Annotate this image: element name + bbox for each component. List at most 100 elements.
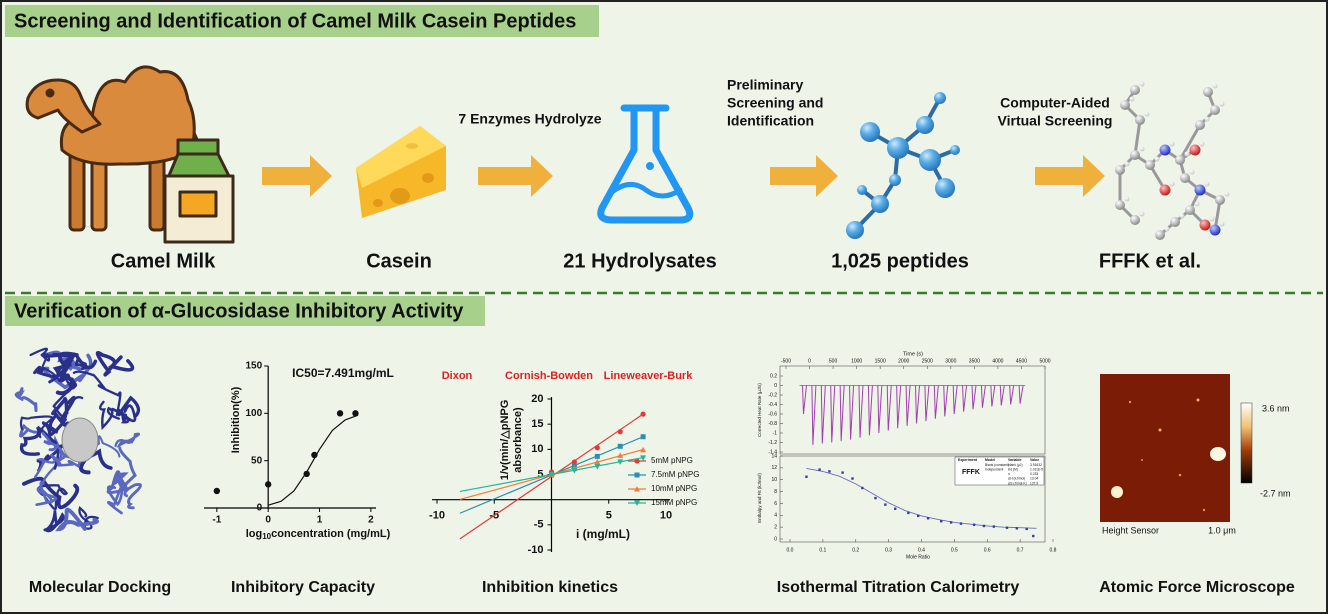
x-axis-label-part: log: [246, 528, 263, 540]
y-axis-label: Inhibition(%): [230, 386, 242, 453]
data-point: [571, 459, 578, 465]
x-tick-label: 1000: [851, 358, 862, 364]
x-tick-label: 0.8: [1050, 547, 1057, 553]
x-tick-label: 0.7: [1017, 547, 1024, 553]
x-tick-label: 3000: [945, 358, 956, 364]
ribbon: [41, 414, 67, 438]
x-tick-label: 0.3: [885, 547, 892, 553]
x-axis-label: Mole Ratio: [906, 554, 930, 560]
data-point: [594, 463, 601, 470]
y-tick-label: 0: [774, 383, 777, 389]
y-tick-label: -0.8: [768, 421, 777, 427]
y-tick-label: 6: [774, 501, 777, 507]
arrow-label: Identification: [727, 113, 814, 129]
data-point: [594, 453, 600, 459]
injection-peak: [830, 385, 836, 443]
data-point: [352, 410, 359, 417]
legend-label: 5mM pNPG: [651, 456, 693, 465]
atom: [1170, 217, 1180, 227]
data-point: [594, 458, 601, 465]
data-point: [851, 477, 854, 480]
data-point: [617, 452, 624, 458]
title-bar: [5, 296, 485, 326]
atom: [1189, 169, 1195, 175]
x-tick-label: -1: [212, 515, 221, 526]
data-point: [548, 472, 555, 478]
table-cell: Independent: [985, 467, 1003, 471]
data-point: [861, 486, 864, 490]
atom: [1145, 160, 1155, 170]
x-tick-label: -500: [781, 358, 791, 364]
x-tick-label: 4000: [992, 358, 1003, 364]
arrow-label: Screening and: [727, 95, 823, 111]
step-label: Casein: [366, 250, 432, 272]
table-cell: 137.9: [1030, 481, 1038, 485]
atom: [1199, 219, 1211, 231]
table-cell: blank (μJ): [1008, 463, 1023, 467]
atom: [1139, 211, 1145, 217]
step-label: FFFK et al.: [1099, 250, 1201, 272]
table-header: Value: [1030, 458, 1039, 462]
table-cell: Blank (constant): [985, 463, 1009, 467]
table-sample: FFFK: [962, 469, 980, 476]
ligand: [61, 417, 99, 463]
x-tick-label: 1500: [875, 358, 886, 364]
ribbon: [114, 432, 140, 449]
legend-label: 7.5mM pNPG: [651, 470, 699, 479]
injection-peak: [867, 385, 873, 436]
data-point: [1015, 527, 1019, 530]
atom: [1144, 111, 1150, 117]
molecule-icon: [846, 92, 960, 239]
annotation: IC50=7.491mg/mL: [292, 366, 394, 380]
table-cell: Kd (M): [1008, 467, 1018, 471]
atom: [1130, 150, 1140, 160]
panel-title: Atomic Force Microscope: [1099, 579, 1295, 596]
data-point: [940, 520, 943, 523]
fit-curve: [806, 468, 1037, 529]
injection-peak: [801, 385, 807, 415]
y-tick-label: -10: [528, 544, 544, 556]
data-point: [213, 487, 221, 495]
table-cell: 3.91632: [1030, 463, 1042, 467]
atom: [1155, 230, 1165, 240]
atom: [1139, 81, 1145, 87]
results-table: [954, 456, 1045, 486]
data-point: [982, 524, 986, 528]
y-axis-label: Enthalpy and Fit (kJ/mol): [757, 473, 762, 523]
legend-marker: [634, 458, 640, 464]
section-title: Screening and Identification of Camel Mi…: [14, 10, 576, 32]
y-tick-label: 20: [531, 393, 543, 405]
y-tick-label: 0: [257, 503, 263, 514]
x-tick-label: 0: [265, 515, 271, 526]
atom: [1219, 101, 1225, 107]
x-tick-label: 5000: [1039, 358, 1050, 364]
fit-curve: [268, 414, 359, 506]
channel-label: Height Sensor: [1102, 525, 1159, 535]
y-tick-label: 0.2: [770, 373, 777, 379]
ribbon: [19, 415, 53, 439]
x-axis-label: Time (s): [903, 351, 923, 357]
data-point: [917, 514, 920, 518]
method-label: Cornish-Bowden: [505, 370, 593, 382]
atom: [1203, 87, 1213, 97]
data-point: [617, 443, 623, 449]
atom: [1124, 196, 1130, 202]
data-point: [818, 468, 821, 471]
atom: [1164, 226, 1170, 232]
step-label: Camel Milk: [111, 250, 216, 272]
x-tick-label: 2500: [922, 358, 933, 364]
data-point: [640, 455, 647, 461]
legend-marker: [634, 486, 640, 492]
atom: [1159, 144, 1171, 156]
atom: [1204, 181, 1210, 187]
y-axis-label: absorbance): [512, 407, 524, 473]
atom: [1184, 151, 1190, 157]
data-point: [884, 503, 887, 506]
x-tick-label: 10: [660, 510, 672, 522]
panel-title: Molecular Docking: [29, 579, 171, 596]
data-point: [926, 517, 930, 520]
table-cell: ΔH (kJ/mol): [1008, 477, 1025, 481]
ribbon: [98, 400, 121, 431]
colorbar-min: -2.7 nm: [1260, 488, 1291, 498]
y-tick-label: 5: [537, 468, 543, 480]
